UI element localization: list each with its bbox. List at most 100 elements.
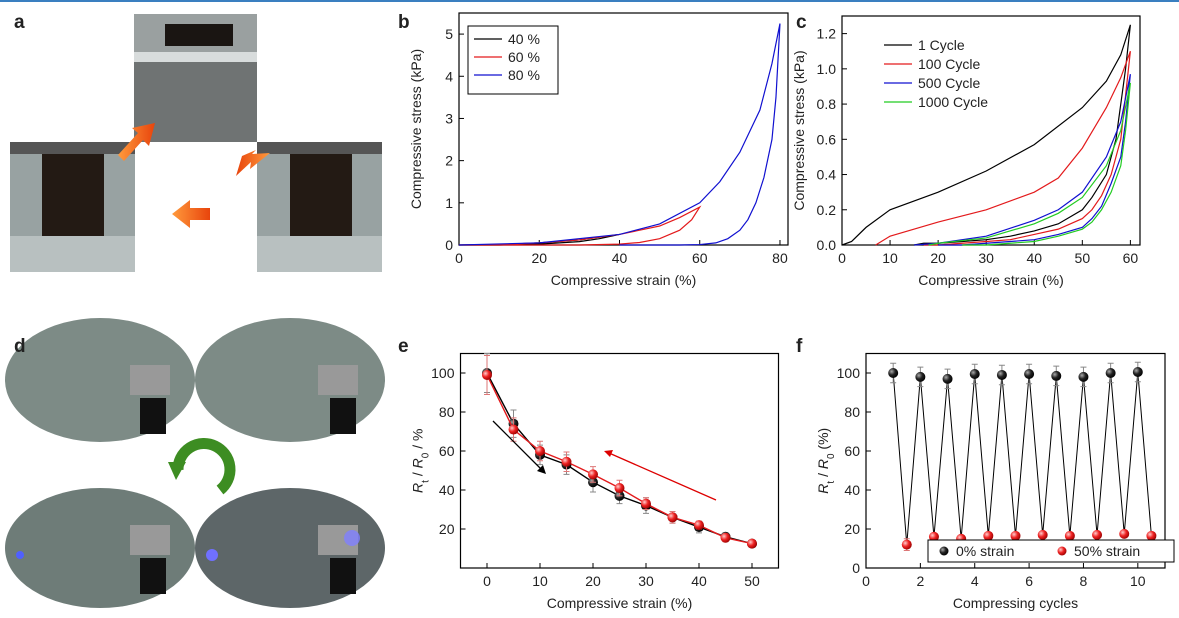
point [1037,529,1048,540]
point [1132,367,1143,378]
y-tick-label: 5 [445,26,453,42]
y-tick-label: 1.2 [817,26,837,42]
point [1024,368,1035,379]
legend-label: 100 Cycle [918,56,980,72]
arrow-head [537,465,546,474]
x-tick-label: 30 [638,573,654,589]
y-tick-label: 0.2 [817,202,837,218]
y-tick-label: 60 [844,443,860,459]
panel-label: e [398,336,409,357]
legend-label: 1 Cycle [918,37,965,53]
y-label-part: t [420,480,431,483]
point [888,368,899,378]
point [720,532,731,543]
y-tick-label: 4 [445,68,453,84]
y-axis-label: Compressive stress (kPa) [408,49,424,209]
x-axis-label: Compressive strain (%) [551,272,696,288]
point [1105,368,1116,378]
y-label-part: R [815,459,831,469]
legend-label: 50% strain [1074,543,1140,559]
x-tick-label: 8 [1080,573,1088,589]
plot-frame [841,15,1141,246]
x-axis-label: Compressive strain (%) [547,595,692,611]
x-tick-label: 80 [772,250,788,266]
y-tick-label: 3 [445,110,453,126]
y-label-part: R [410,458,426,468]
point [1064,530,1075,541]
legend-frame [467,25,559,95]
panel-label: d [14,336,26,357]
x-axis-label: Compressing cycles [953,595,1078,611]
series-line [875,51,1131,246]
point [667,512,678,523]
y-tick-label: 40 [844,482,860,498]
x-tick-label: 10 [882,250,898,266]
y-tick-label: 100 [431,365,455,381]
x-axis-label: Compressive strain (%) [918,272,1063,288]
point [1078,371,1089,382]
point [1051,370,1062,381]
point [694,520,704,531]
y-tick-label: 1 [445,195,453,211]
point [641,498,651,509]
x-tick-label: 10 [532,573,548,589]
series-line [928,82,1131,246]
legend-label: 80 % [508,67,540,83]
panel-label: f [796,336,803,357]
legend-label: 500 Cycle [918,75,980,91]
point [1092,529,1103,540]
photo-compression [10,14,382,272]
x-tick-label: 50 [744,573,760,589]
x-tick-label: 60 [1123,250,1139,266]
point [508,424,519,435]
y-tick-label: 100 [837,365,861,381]
legend-label: 0% strain [956,543,1014,559]
point [482,369,492,380]
point [747,538,757,549]
x-tick-label: 6 [1025,573,1033,589]
y-label-part: (%) [815,428,831,454]
point [996,369,1007,380]
photo-led [5,318,385,608]
y-label-part: t [826,481,837,484]
trend-arrow [608,452,717,501]
x-tick-label: 30 [978,250,994,266]
point [614,483,625,494]
point [1146,530,1157,541]
series-line [458,205,702,246]
legend-label: 1000 Cycle [918,94,988,110]
plot-frame [865,352,1166,569]
point [1010,530,1021,541]
y-tick-label: 0.4 [817,167,837,183]
point [942,373,953,384]
arrow-head [604,450,613,457]
y-tick-label: 0.8 [817,96,837,112]
y-axis-label: Rt / R0 / % [410,429,432,493]
x-tick-label: 0 [455,250,463,266]
point [915,371,926,382]
y-label-part: R [410,483,426,493]
x-tick-label: 20 [930,250,946,266]
y-label-part: 0 [420,452,431,458]
series-line [486,374,753,545]
y-tick-label: 2 [445,153,453,169]
y-label-part: / [815,469,831,481]
y-label-part: / [410,468,426,480]
point [588,469,598,480]
y-axis-label: Compressive stress (kPa) [791,50,807,210]
x-tick-label: 0 [838,250,846,266]
trend-arrow [492,420,543,471]
point [535,446,545,456]
x-tick-label: 40 [1026,250,1042,266]
panel-label: a [14,12,25,33]
y-tick-label: 80 [844,404,860,420]
point [928,531,939,542]
x-tick-label: 40 [612,250,628,266]
connector [892,371,1152,545]
top-rule [0,0,1179,2]
y-tick-label: 1.0 [817,61,837,77]
x-tick-label: 40 [691,573,707,589]
legend-label: 60 % [508,49,540,65]
panel-label: c [796,12,807,33]
